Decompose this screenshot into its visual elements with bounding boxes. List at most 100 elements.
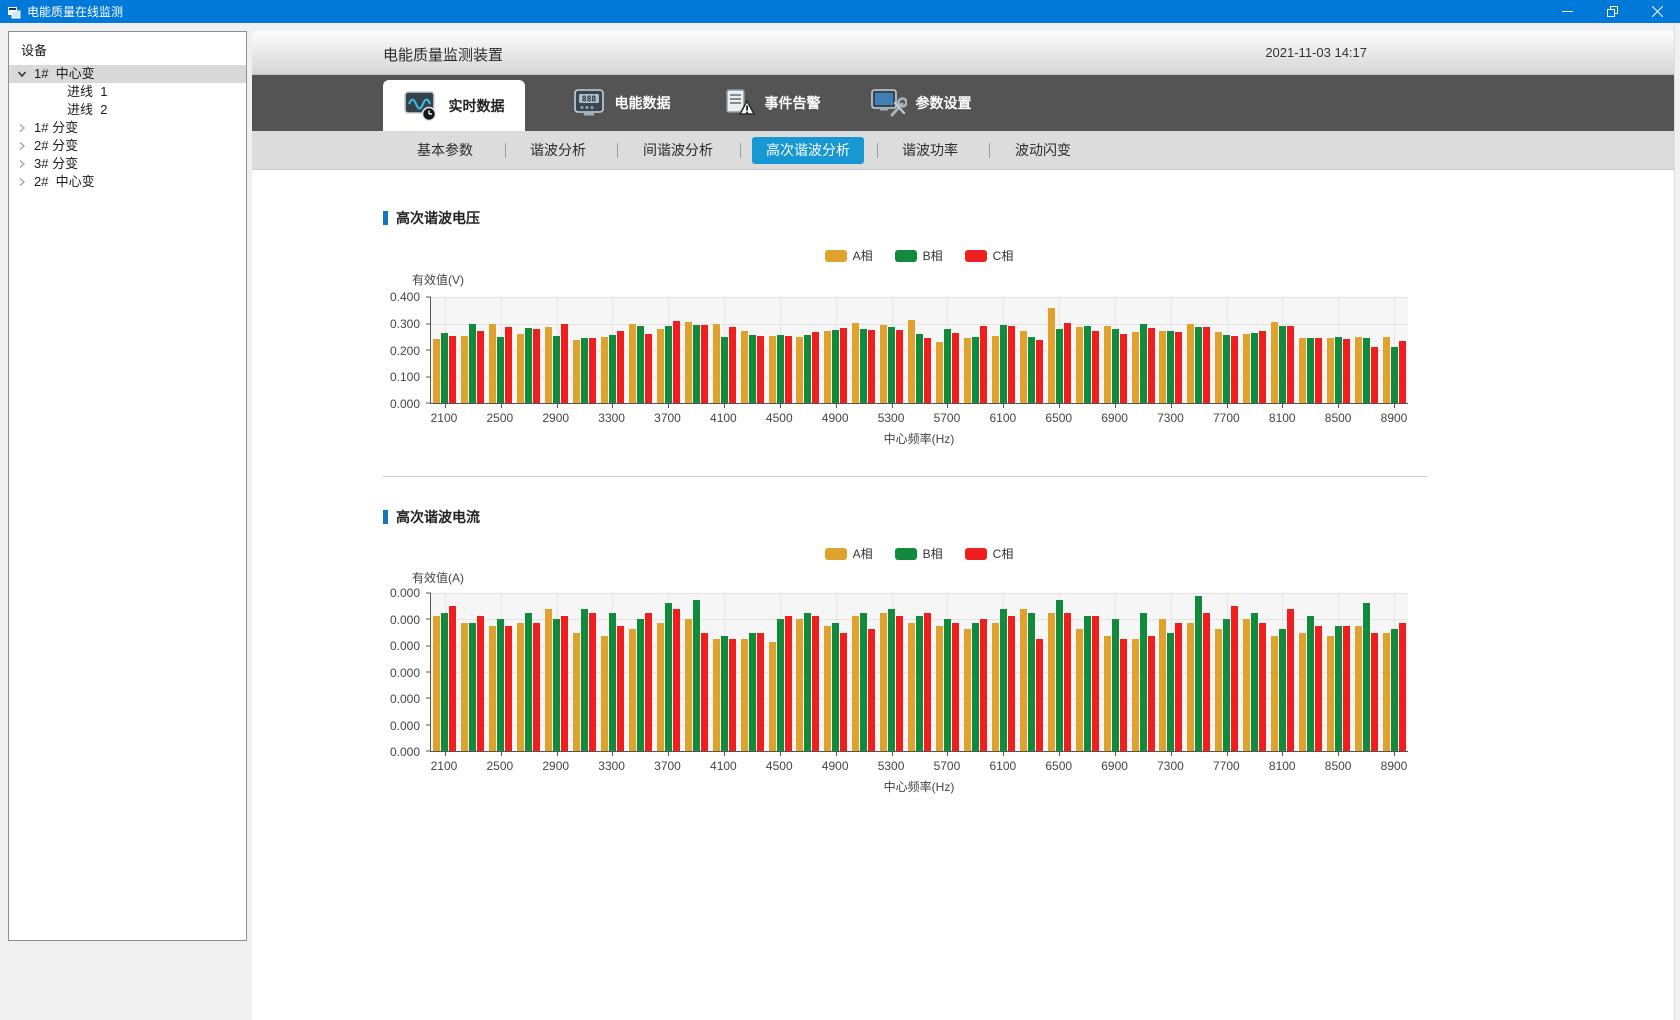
- bar: [1083, 616, 1091, 751]
- y-tick-label: 0.300: [389, 316, 420, 331]
- tab-settings[interactable]: 参数设置: [855, 75, 987, 131]
- close-button-icon[interactable]: [1635, 0, 1680, 23]
- legend-item[interactable]: C相: [964, 545, 1013, 562]
- chevron-down-icon[interactable]: [17, 69, 27, 79]
- tree-item[interactable]: 2# 分变: [9, 137, 246, 155]
- bar: [1334, 336, 1342, 403]
- bar: [1307, 338, 1315, 403]
- bar: [1279, 326, 1287, 403]
- bar: [1390, 629, 1398, 751]
- bar: [784, 336, 792, 403]
- bar: [628, 323, 636, 403]
- bar: [776, 619, 784, 751]
- chevron-right-icon[interactable]: [17, 141, 27, 151]
- tree-item[interactable]: 3# 分变: [9, 155, 246, 173]
- bar: [840, 632, 848, 751]
- x-tick-mark: [835, 751, 837, 756]
- bar: [561, 323, 569, 403]
- chevron-right-icon[interactable]: [17, 177, 27, 187]
- restore-button-icon[interactable]: [1590, 0, 1635, 23]
- bar-group: [1185, 593, 1213, 751]
- bar: [852, 322, 860, 403]
- bar-group: [1380, 297, 1408, 403]
- tree-item[interactable]: 进线 2: [9, 101, 246, 119]
- y-axis-label: 有效值(V): [412, 273, 464, 287]
- bar: [533, 328, 541, 403]
- section-title-harmonic-current: 高次谐波电流: [383, 507, 480, 527]
- bar: [944, 619, 952, 751]
- tree-spacer: [17, 105, 27, 115]
- bar-group: [906, 297, 934, 403]
- window-titlebar: 电能质量在线监测: [0, 0, 1680, 23]
- tree-item[interactable]: 2# 中心变: [9, 173, 246, 191]
- bar: [776, 334, 784, 403]
- legend-item[interactable]: B相: [894, 247, 943, 264]
- legend-swatch-icon: [824, 249, 847, 262]
- bar-group: [1045, 297, 1073, 403]
- page-title: 电能质量监测装置: [383, 47, 504, 64]
- section-marker-icon: [383, 211, 388, 225]
- bar: [477, 616, 485, 751]
- bar: [449, 606, 457, 751]
- bar-group: [1073, 593, 1101, 751]
- x-tick-mark: [668, 403, 670, 408]
- bar: [1334, 625, 1342, 751]
- chevron-right-icon[interactable]: [17, 159, 27, 169]
- bar: [1215, 332, 1223, 403]
- minimize-button-icon[interactable]: [1545, 0, 1590, 23]
- subtab-0[interactable]: 基本参数: [417, 142, 473, 158]
- legend-item[interactable]: A相: [824, 247, 873, 264]
- legend-item[interactable]: A相: [824, 545, 873, 562]
- legend-item[interactable]: C相: [964, 247, 1013, 264]
- bar: [1299, 337, 1307, 403]
- bar: [1111, 619, 1119, 751]
- x-tick-label: 7300: [1157, 411, 1184, 425]
- x-tick-label: 6100: [989, 759, 1017, 773]
- bar: [1326, 635, 1334, 751]
- tree-item-label: 进线 1: [67, 84, 108, 99]
- bar-group: [1269, 297, 1297, 403]
- subtab-1[interactable]: 谐波分析: [530, 142, 586, 158]
- subtab-4[interactable]: 谐波功率: [902, 142, 958, 158]
- bar-group: [654, 593, 682, 751]
- tree-item[interactable]: 1# 中心变: [9, 65, 246, 83]
- vertical-scrollbar[interactable]: [1674, 23, 1680, 1020]
- bar: [573, 632, 581, 751]
- bar: [684, 619, 692, 751]
- bar-group: [1017, 593, 1045, 751]
- bar: [1055, 599, 1063, 751]
- bar-series: [431, 593, 1408, 751]
- tree-item[interactable]: 1# 分变: [9, 119, 246, 137]
- chevron-right-icon[interactable]: [17, 123, 27, 133]
- legend-swatch-icon: [894, 547, 917, 560]
- bar: [1159, 331, 1167, 403]
- subtab-5[interactable]: 波动闪变: [1015, 142, 1071, 158]
- x-tick-label: 8900: [1380, 411, 1408, 425]
- bar: [1035, 339, 1043, 403]
- x-tick-mark: [612, 403, 614, 408]
- tab-event-alarm[interactable]: 事件告警: [707, 75, 835, 131]
- bar: [1027, 612, 1035, 751]
- legend-item[interactable]: B相: [894, 545, 943, 562]
- subtab-2[interactable]: 间谐波分析: [643, 142, 713, 158]
- bar: [963, 629, 971, 751]
- tree-item[interactable]: 进线 1: [9, 83, 246, 101]
- tab-realtime-data[interactable]: 实时数据: [383, 80, 525, 131]
- y-tick-mark: [426, 697, 431, 699]
- bar-group: [794, 297, 822, 403]
- bar: [1259, 330, 1267, 403]
- bar-group: [1325, 297, 1353, 403]
- chart-legend: A相 B相 C相: [430, 247, 1408, 264]
- bar: [1103, 635, 1111, 751]
- bar: [971, 622, 979, 751]
- bar: [477, 330, 485, 403]
- bar: [1271, 635, 1279, 751]
- bar: [812, 616, 820, 751]
- subtab-3[interactable]: 高次谐波分析: [752, 137, 864, 164]
- tab-energy-data[interactable]: 888 电能数据: [555, 75, 687, 131]
- x-tick-mark: [1170, 403, 1172, 408]
- bar: [740, 639, 748, 751]
- bar-group: [710, 297, 738, 403]
- bar: [1307, 616, 1315, 751]
- bar: [1287, 609, 1295, 751]
